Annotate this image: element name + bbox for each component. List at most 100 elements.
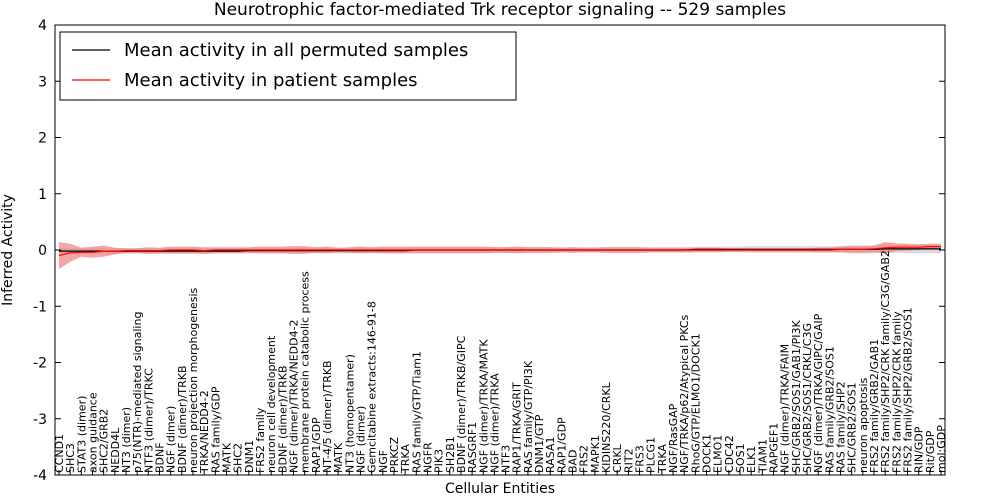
- x-category-label: RAS family/GTP/PI3K: [522, 360, 535, 473]
- x-category-label: SHC3: [64, 443, 77, 473]
- x-category-label: FRS2: [578, 445, 591, 473]
- x-category-label: PIK3: [433, 449, 446, 473]
- x-category-label: NGF: [377, 450, 390, 473]
- x-category-label: SHC/GRB2/SOS1/GAB1/PI3K: [790, 319, 803, 473]
- x-category-label: NGF/RasGAP: [667, 403, 680, 473]
- x-category-label: NT3 (dimer): [120, 407, 133, 473]
- legend-label-patient: Mean activity in patient samples: [124, 70, 418, 91]
- x-category-label: RASA1: [544, 437, 557, 473]
- x-category-label: RAP1/GDP: [555, 417, 568, 473]
- x-category-label: axon guidance: [87, 392, 100, 473]
- x-category-label: FRS2 family/SHP2/GRB2/SOS1: [902, 307, 915, 473]
- y-tick-label: 0: [38, 243, 47, 259]
- y-axis-label: Inferred Activity: [0, 194, 16, 306]
- y-tick-label: 4: [38, 18, 47, 34]
- x-category-label: FRS2 family/SHP2/CRK family: [890, 311, 903, 473]
- series-line-patient: [58, 246, 941, 257]
- x-category-label: RAP1/TRKA/GRIT: [511, 382, 524, 473]
- x-category-label: DNM1: [243, 440, 256, 473]
- x-category-label: neuron projection morphogenesis: [187, 287, 200, 473]
- x-category-label: RAS family/SHP2: [835, 381, 848, 473]
- x-category-label: NTF3: [500, 445, 513, 473]
- y-tick-label: 2: [38, 131, 47, 147]
- x-category-label: CRKL: [611, 443, 624, 473]
- x-category-label: ELMO1: [712, 435, 725, 473]
- y-tick-label: -1: [33, 299, 47, 315]
- x-category-label: NGFR: [421, 442, 434, 473]
- x-category-label: BDNF (dimer)/TRKB/GIPC: [455, 335, 468, 473]
- y-tick-label: 3: [38, 74, 47, 90]
- x-category-label: TRKA/NEDD4-2: [198, 390, 211, 474]
- x-category-label: RAP1/GDP: [310, 417, 323, 473]
- x-category-label: TRKA: [656, 444, 669, 474]
- x-category-label: ELK1: [745, 446, 758, 473]
- x-category-label: RIN/GDP: [913, 426, 926, 473]
- x-category-label: membrane protein catabolic process: [299, 271, 312, 473]
- x-category-label: CDC42: [723, 435, 736, 473]
- x-category-label: NGF (dimer)/TRKA/FAIM: [779, 344, 792, 473]
- x-category-label: RASGRF1: [466, 422, 479, 473]
- x-category-label: NT3 (homopentamer): [343, 354, 356, 473]
- x-category-label: mol:GDP: [935, 425, 948, 473]
- y-tick-label: 1: [38, 187, 47, 203]
- x-category-label: Rit/GDP: [924, 430, 937, 473]
- x-category-label: NT-4/5 (dimer)/TRKB: [321, 360, 334, 473]
- x-category-label: RIT2: [622, 448, 635, 473]
- x-category-label: RAPGEF1: [768, 423, 781, 473]
- x-axis-label: Cellular Entities: [445, 481, 555, 497]
- x-category-label: FRS2 family: [254, 407, 267, 473]
- x-category-label: NGF (dimer)/TRKA/MATK: [477, 339, 490, 473]
- y-tick-label: -3: [33, 412, 47, 428]
- legend-label-permuted: Mean activity in all permuted samples: [124, 40, 468, 61]
- x-category-label: MATK: [332, 442, 345, 473]
- x-category-label: FRS2 family/GRB2/GAB1: [868, 339, 881, 473]
- x-category-label: neuron apoptosis: [857, 377, 870, 472]
- x-category-label: BDNF (dimer)/TRKB: [276, 365, 289, 473]
- x-category-label: NGF (dimer)/TRKA: [488, 373, 501, 473]
- x-category-label: FRS2 family/SHP2/CRK family/C3G/GAB2: [879, 250, 892, 473]
- x-category-label: RAS family/GRB2/SOS1: [823, 346, 836, 473]
- x-category-label: RhoG/GTP/ELMO1/DOCK1: [689, 333, 702, 473]
- x-category-label: BAD: [567, 449, 580, 473]
- x-category-label: NGF (dimer): [165, 406, 178, 473]
- x-category-label: SHC/GRB2/SOS1: [846, 382, 859, 473]
- y-axis: -4 -3 -2 -1 0 1 2 3 4: [33, 18, 945, 484]
- x-category-label: TIAM1: [756, 439, 769, 474]
- x-category-label: CCND1: [53, 434, 66, 473]
- x-category-label: NGF/TRKA/p62/Atypical PKCs: [678, 314, 691, 473]
- chart-title: Neurotrophic factor-mediated Trk recepto…: [214, 0, 786, 20]
- x-category-label: NEDD4L: [109, 427, 122, 473]
- x-category-label: BDNF (dimer)/TRKB: [176, 365, 189, 473]
- x-category-label: DNM1/GTP: [533, 414, 546, 473]
- y-tick-label: -2: [33, 356, 47, 372]
- x-category-label: SHC2/GRB2: [98, 409, 111, 473]
- x-category-label: PRKCZ: [388, 436, 401, 473]
- x-category-label: DOCK1: [701, 434, 714, 473]
- plot-frame: [54, 24, 946, 476]
- x-category-label: KIDINS220/CRKL: [600, 381, 613, 473]
- x-category-label: STAT3 (dimer): [75, 396, 88, 473]
- x-category-label: SHC2: [232, 443, 245, 473]
- x-category-label: MATK: [221, 442, 234, 473]
- x-category-label: BDNF: [154, 442, 167, 473]
- x-category-label: SOS1: [734, 443, 747, 473]
- x-category-label: PLCG1: [645, 437, 658, 473]
- legend: Mean activity in all permuted samples Me…: [59, 31, 517, 101]
- x-category-label: FRS3: [634, 445, 647, 473]
- x-category-label: NTF3 (dimer)/TRKC: [142, 368, 155, 473]
- x-category-label: MAPK1: [589, 435, 602, 473]
- x-category-label: NGF (dimer): [354, 406, 367, 473]
- x-category-label: Gemcitabine extracts:146-91-8: [366, 301, 379, 473]
- x-category-label: SHC/GRB2/SOS1/CRKL/C3G: [801, 323, 814, 473]
- x-category-label: SH2B1: [444, 436, 457, 473]
- x-category-label: NGF (dimer)/TRKA/GIPC/GAIP: [812, 313, 825, 473]
- y-tick-label: -4: [33, 468, 47, 484]
- x-category-label: p75(NTR)-mediated signaling: [131, 312, 144, 474]
- x-category-label: TRKA: [399, 444, 412, 474]
- x-category-label: RAS family/GTP/Tiam1: [410, 351, 423, 473]
- x-category-label: NGF (dimer)/TRKA/NEDD4-2: [288, 319, 301, 473]
- x-category-label: RAS family/GDP: [209, 386, 222, 473]
- series-lines: [58, 246, 941, 257]
